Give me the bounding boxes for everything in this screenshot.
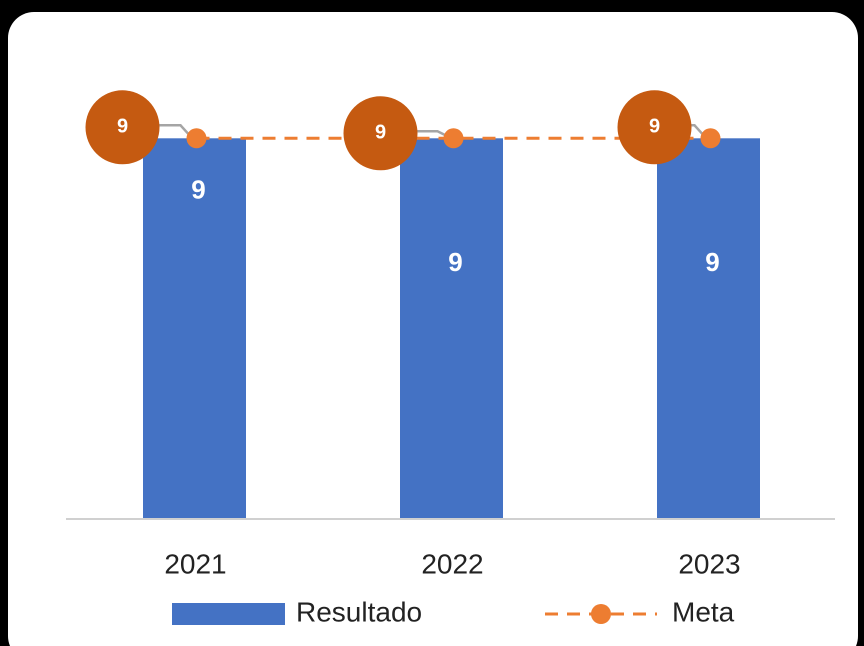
legend-label: Meta: [672, 596, 735, 627]
leader-line: [156, 124, 192, 138]
data-label-bubble: [85, 90, 160, 165]
legend-swatch: [172, 603, 285, 625]
x-tick-label: 2022: [421, 548, 483, 579]
legend-marker: [591, 604, 611, 624]
line-value-label: 9: [649, 116, 660, 138]
bar: [400, 138, 503, 520]
bar-value-label: 9: [448, 247, 462, 277]
data-label-bubble: [617, 90, 692, 165]
x-tick-label: 2023: [678, 548, 740, 579]
line-marker: [443, 128, 464, 149]
x-tick-label: 2021: [164, 548, 226, 579]
bar: [657, 138, 760, 520]
bar-value-label: 9: [705, 247, 719, 277]
line-value-label: 9: [117, 116, 128, 138]
line-value-label: 9: [375, 122, 386, 144]
data-label-bubble: [343, 96, 418, 171]
legend-label: Resultado: [296, 596, 422, 627]
line-marker: [186, 128, 207, 149]
bar-value-label: 9: [191, 174, 205, 204]
bar: [143, 138, 246, 520]
leader-line: [414, 130, 449, 138]
line-marker: [700, 128, 721, 149]
